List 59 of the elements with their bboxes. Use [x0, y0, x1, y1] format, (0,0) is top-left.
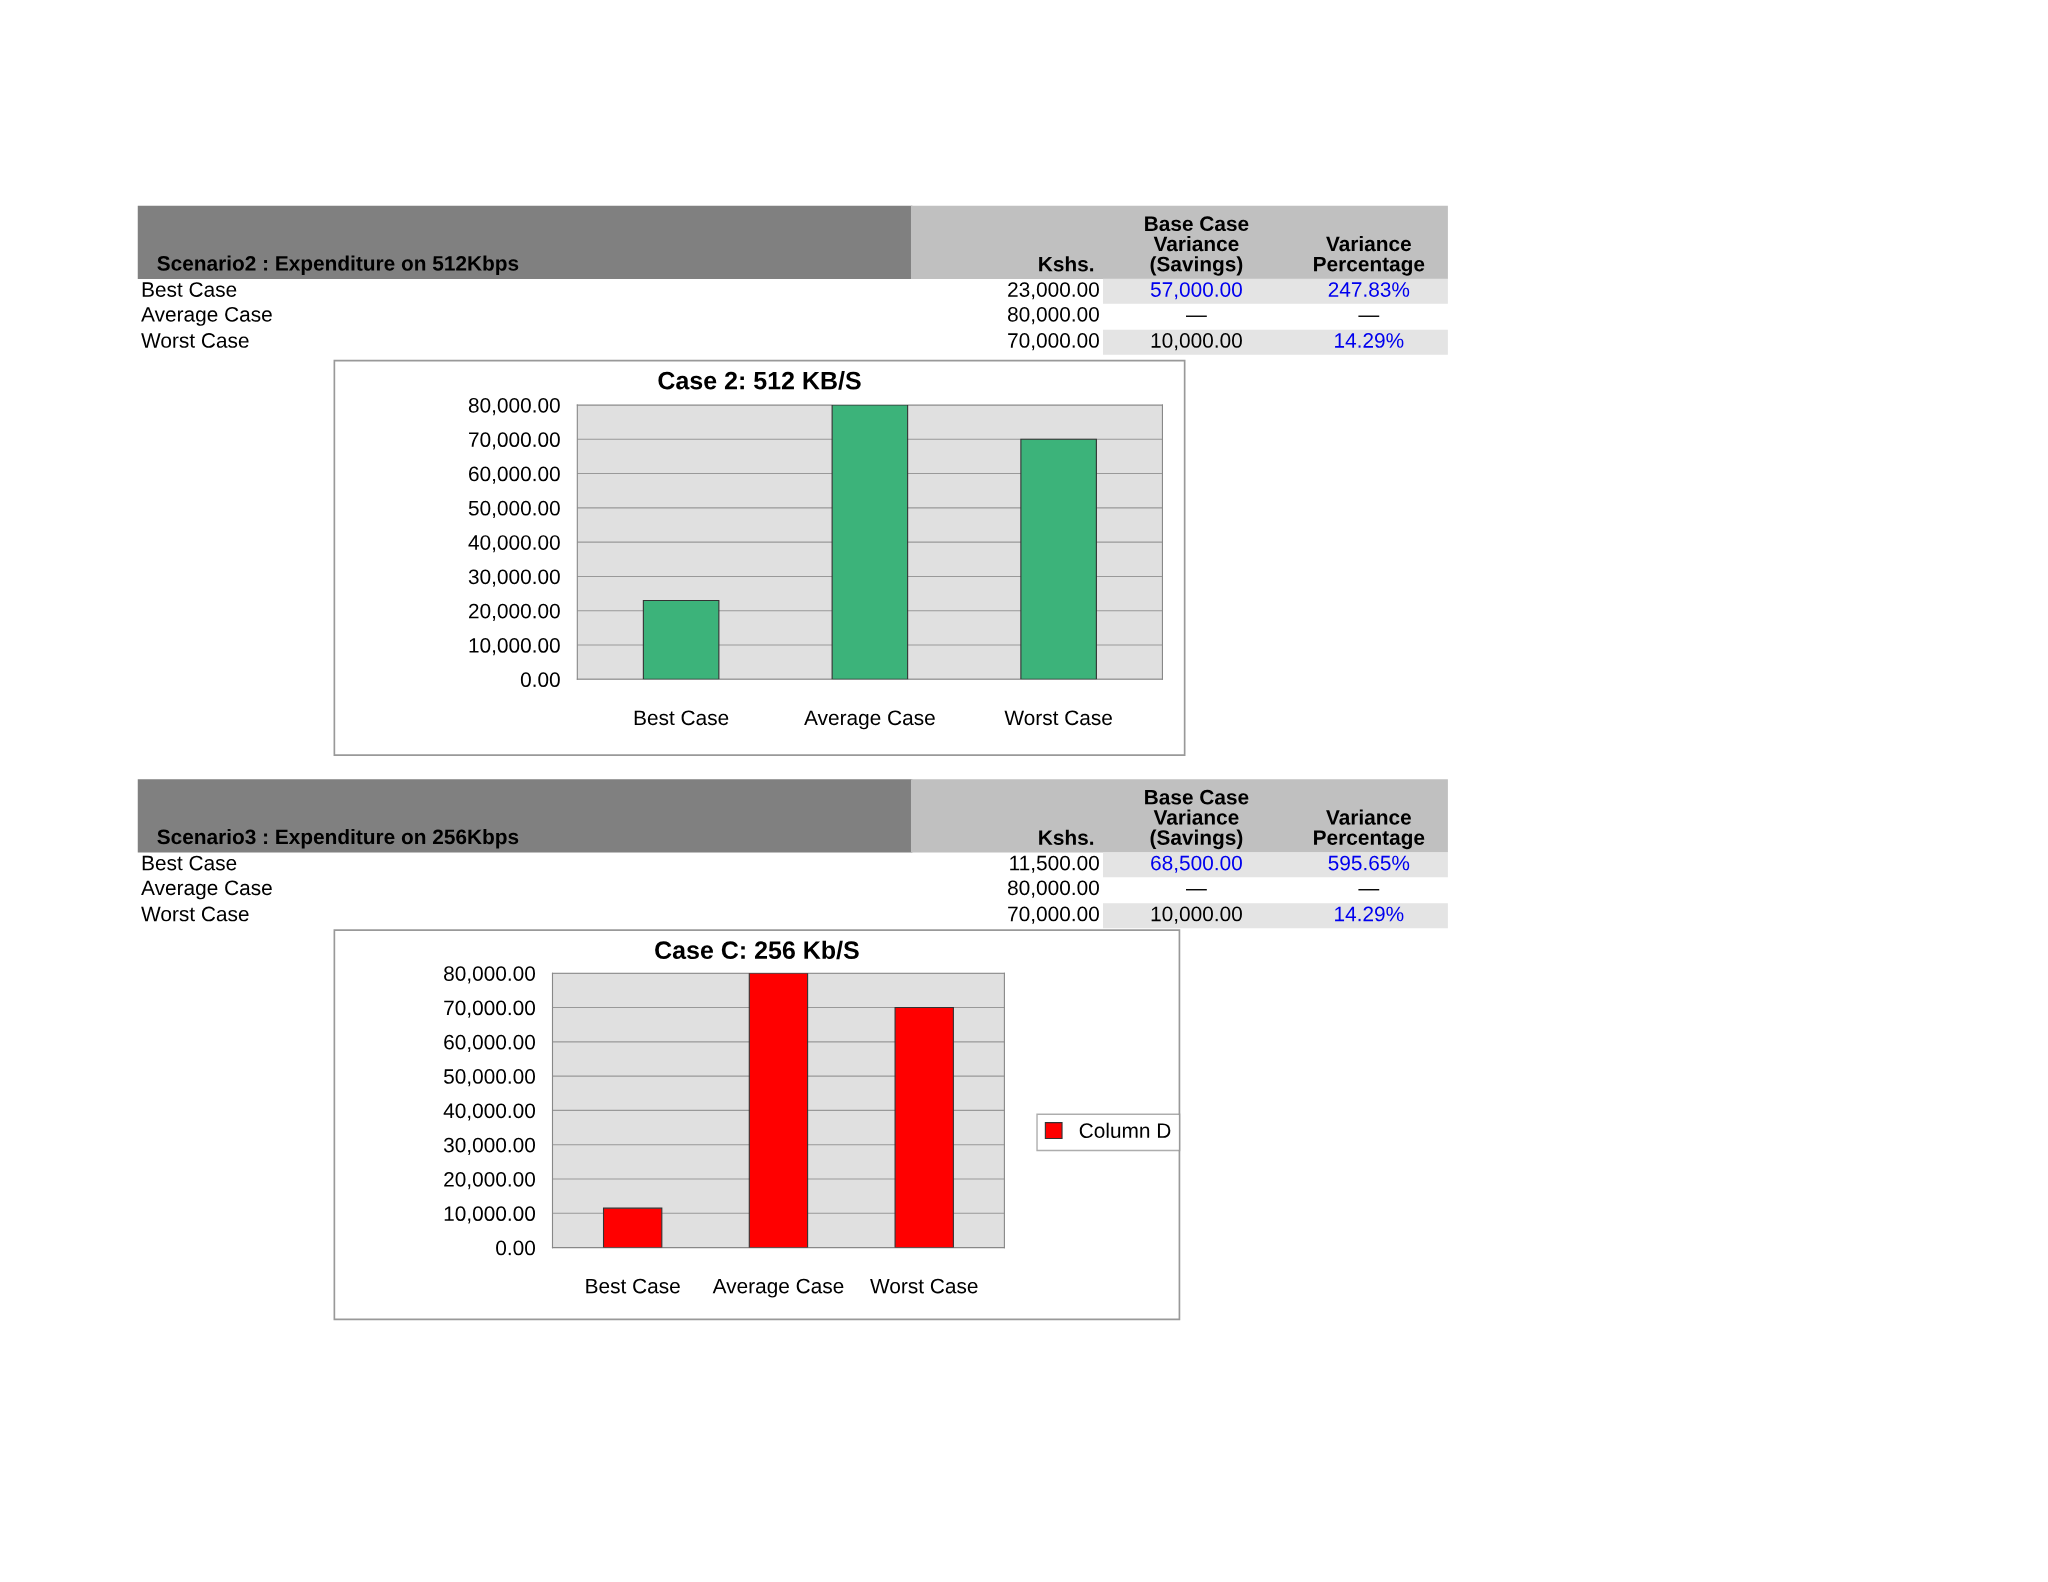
y-tick-label: 60,000.00	[469, 466, 560, 484]
text: 68,500.00	[1151, 855, 1242, 873]
x-tick-label: Best Case	[586, 1278, 680, 1294]
y-tick-label: 30,000.00	[468, 569, 560, 587]
y-tick-label: 20,000.00	[444, 1171, 536, 1190]
text: 10,000.00	[1151, 906, 1242, 924]
y-tick-label: 70,000.00	[469, 432, 560, 450]
text: 70,000.00	[1008, 906, 1099, 924]
y-tick-label: 10,000.00	[469, 638, 560, 656]
text: 57,000.00	[1150, 282, 1242, 300]
x-tick-label: Best Case	[634, 710, 729, 726]
y-tick-label: 80,000.00	[444, 966, 536, 984]
x-tick-label: Average Case	[804, 710, 935, 730]
category-label: Worst Case	[141, 333, 249, 348]
category-label: Best Case	[142, 282, 237, 297]
text: —	[1358, 889, 1380, 891]
text: —	[1185, 315, 1207, 317]
chart-title: Case C: 256 Kb/S	[655, 940, 859, 960]
text: 14.29%	[1335, 333, 1404, 348]
y-tick-label: 20,000.00	[469, 603, 560, 621]
text: Scenario2 : Expenditure on 512Kbps	[157, 255, 519, 275]
text: 595.65%	[1328, 855, 1410, 871]
text: —	[1358, 315, 1380, 317]
category-label: Best Case	[142, 855, 237, 871]
y-tick-label: 50,000.00	[468, 500, 560, 519]
category-label: Worst Case	[141, 906, 249, 922]
text: 80,000.00	[1007, 880, 1099, 898]
text: 247.83%	[1328, 282, 1410, 297]
text: 14.29%	[1335, 906, 1404, 922]
text: Base Case Variance (Savings)	[1145, 789, 1249, 850]
text: 23,000.00	[1008, 282, 1099, 300]
text: 80,000.00	[1007, 306, 1099, 325]
y-tick-label: 30,000.00	[443, 1137, 536, 1155]
y-tick-label: 0.00	[496, 1240, 536, 1256]
y-tick-label: 80,000.00	[468, 397, 560, 416]
category-label: Average Case	[141, 306, 272, 326]
y-tick-label: 50,000.00	[443, 1069, 536, 1087]
text: 70,000.00	[1008, 333, 1099, 351]
text: 11,500.00	[1010, 855, 1099, 873]
x-tick-label: Average Case	[712, 1278, 844, 1298]
y-tick-label: 40,000.00	[468, 535, 560, 553]
chart-title: Case 2: 512 KB/S	[658, 371, 861, 390]
y-tick-label: 60,000.00	[444, 1034, 536, 1053]
y-tick-label: 10,000.00	[444, 1206, 536, 1224]
text: Variance Percentage	[1314, 235, 1425, 276]
text: Kshs.	[1039, 256, 1094, 272]
y-tick-label: 70,000.00	[444, 1000, 536, 1018]
x-tick-label: Worst Case	[1004, 710, 1112, 726]
text: Scenario3 : Expenditure on 256Kbps	[157, 828, 519, 849]
legend-label: Column D	[1079, 1122, 1171, 1139]
category-label: Average Case	[141, 880, 272, 900]
text: Base Case Variance (Savings)	[1145, 216, 1249, 276]
x-tick-label: Worst Case	[870, 1278, 978, 1294]
y-tick-label: 40,000.00	[443, 1103, 536, 1121]
y-tick-label: 0.00	[520, 672, 560, 688]
text: Kshs.	[1039, 829, 1094, 846]
text: —	[1185, 889, 1207, 891]
text: 10,000.00	[1151, 333, 1242, 351]
text: Variance Percentage	[1314, 809, 1425, 850]
